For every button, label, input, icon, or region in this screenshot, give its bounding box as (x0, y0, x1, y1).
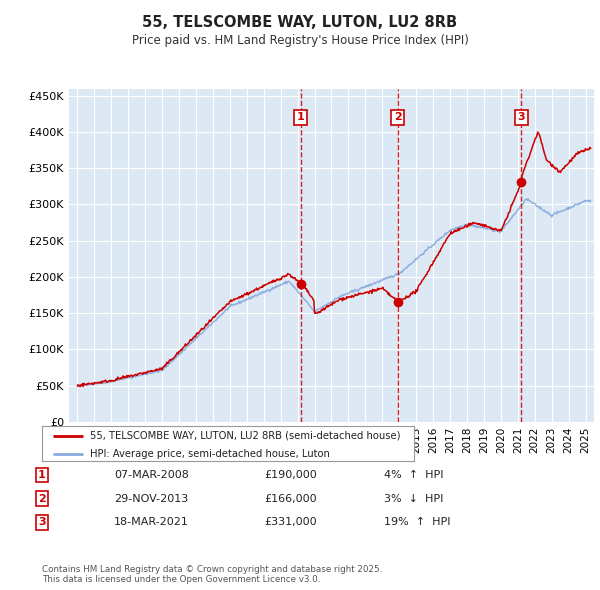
Text: 19%  ↑  HPI: 19% ↑ HPI (384, 517, 451, 527)
Text: Price paid vs. HM Land Registry's House Price Index (HPI): Price paid vs. HM Land Registry's House … (131, 34, 469, 47)
Text: 2: 2 (394, 113, 401, 123)
Text: 1: 1 (38, 470, 46, 480)
Text: 3: 3 (518, 113, 525, 123)
Text: 07-MAR-2008: 07-MAR-2008 (114, 470, 189, 480)
Text: £166,000: £166,000 (264, 494, 317, 503)
Text: £331,000: £331,000 (264, 517, 317, 527)
Text: Contains HM Land Registry data © Crown copyright and database right 2025.
This d: Contains HM Land Registry data © Crown c… (42, 565, 382, 584)
Text: 29-NOV-2013: 29-NOV-2013 (114, 494, 188, 503)
Text: 3%  ↓  HPI: 3% ↓ HPI (384, 494, 443, 503)
Text: 55, TELSCOMBE WAY, LUTON, LU2 8RB: 55, TELSCOMBE WAY, LUTON, LU2 8RB (142, 15, 458, 30)
Text: 18-MAR-2021: 18-MAR-2021 (114, 517, 189, 527)
Text: £190,000: £190,000 (264, 470, 317, 480)
Text: 4%  ↑  HPI: 4% ↑ HPI (384, 470, 443, 480)
Text: 3: 3 (38, 517, 46, 527)
Text: 55, TELSCOMBE WAY, LUTON, LU2 8RB (semi-detached house): 55, TELSCOMBE WAY, LUTON, LU2 8RB (semi-… (91, 431, 401, 441)
Text: HPI: Average price, semi-detached house, Luton: HPI: Average price, semi-detached house,… (91, 448, 330, 458)
Text: 2: 2 (38, 494, 46, 503)
Text: 1: 1 (296, 113, 304, 123)
